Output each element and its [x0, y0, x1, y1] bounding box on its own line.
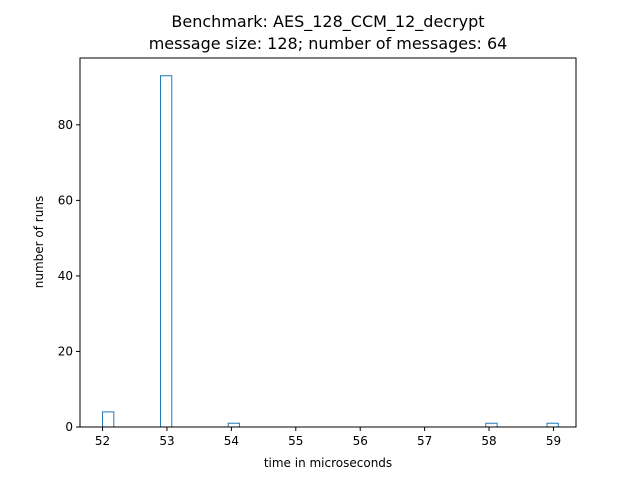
x-axis-label: time in microseconds	[264, 456, 392, 470]
y-tick-label: 20	[58, 344, 73, 358]
x-axis-ticks: 52 53 54 55 56 57 58 59	[95, 427, 561, 448]
x-tick-label: 56	[353, 434, 368, 448]
bars	[102, 75, 559, 428]
x-tick-label: 52	[95, 434, 110, 448]
bar-4	[546, 422, 559, 428]
x-tick-label: 53	[159, 434, 174, 448]
bar-3	[485, 422, 498, 428]
y-tick-label: 0	[65, 420, 73, 434]
bar-2	[227, 422, 240, 428]
y-tick-label: 40	[58, 269, 73, 283]
y-tick-label: 60	[58, 193, 73, 207]
y-axis-label: number of runs	[32, 196, 46, 288]
chart-title: Benchmark: AES_128_CCM_12_decrypt	[171, 12, 484, 32]
bar-0	[102, 411, 115, 428]
y-tick-label: 80	[58, 118, 73, 132]
chart-subtitle: message size: 128; number of messages: 6…	[149, 34, 508, 53]
x-tick-label: 55	[288, 434, 303, 448]
x-tick-label: 54	[224, 434, 239, 448]
x-tick-label: 57	[417, 434, 432, 448]
x-tick-label: 58	[481, 434, 496, 448]
plot-frame	[79, 57, 577, 428]
bar-1	[160, 75, 173, 428]
x-tick-label: 59	[546, 434, 561, 448]
y-axis-ticks: 0 20 40 60 80	[58, 118, 80, 434]
